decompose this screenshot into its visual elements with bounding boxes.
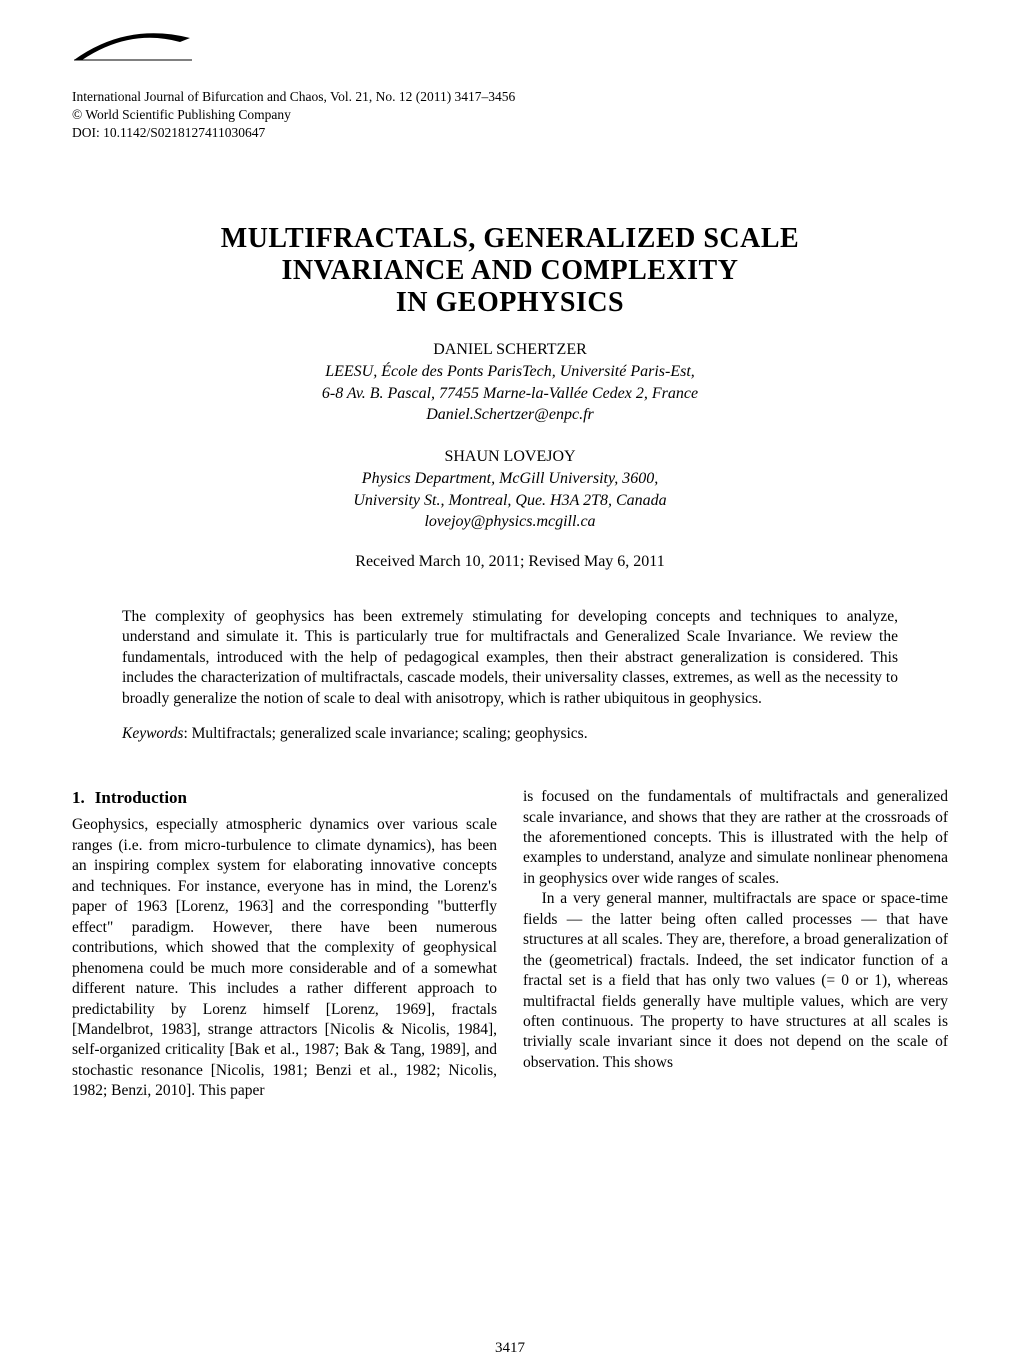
title-line-3: IN GEOPHYSICS xyxy=(396,287,624,318)
keywords-line: Keywords: Multifractals; generalized sca… xyxy=(122,725,898,743)
copyright-line: © World Scientific Publishing Company xyxy=(72,106,948,124)
section-heading: 1. Introduction xyxy=(72,787,497,809)
author-email-1: Daniel.Schertzer@enpc.fr xyxy=(72,404,948,426)
body-paragraph: Geophysics, especially atmospheric dynam… xyxy=(72,815,497,1101)
author-affil-2a: Physics Department, McGill University, 3… xyxy=(72,468,948,490)
author-block-1: DANIEL SCHERTZER LEESU, École des Ponts … xyxy=(72,341,948,426)
paper-title: MULTIFRACTALS, GENERALIZED SCALE INVARIA… xyxy=(72,223,948,320)
body-paragraph: is focused on the fundamentals of multif… xyxy=(523,787,948,889)
author-name-2: SHAUN LOVEJOY xyxy=(72,448,948,466)
left-column: 1. Introduction Geophysics, especially at… xyxy=(72,787,497,1102)
abstract-text: The complexity of geophysics has been ex… xyxy=(122,607,898,709)
journal-citation: International Journal of Bifurcation and… xyxy=(72,88,948,106)
body-paragraph: In a very general manner, multifractals … xyxy=(523,889,948,1073)
author-name-1: DANIEL SCHERTZER xyxy=(72,341,948,359)
page-number: 3417 xyxy=(495,1340,525,1357)
title-line-1: MULTIFRACTALS, GENERALIZED SCALE xyxy=(221,223,799,254)
author-email-2: lovejoy@physics.mcgill.ca xyxy=(72,511,948,533)
author-affil-1b: 6-8 Av. B. Pascal, 77455 Marne-la-Vallée… xyxy=(72,383,948,405)
doi-line: DOI: 10.1142/S0218127411030647 xyxy=(72,124,948,142)
right-column: is focused on the fundamentals of multif… xyxy=(523,787,948,1102)
author-affil-1a: LEESU, École des Ponts ParisTech, Univer… xyxy=(72,361,948,383)
keywords-label: Keywords xyxy=(122,725,183,742)
publisher-logo-icon xyxy=(72,20,192,67)
body-columns: 1. Introduction Geophysics, especially at… xyxy=(72,787,948,1102)
keywords-text: : Multifractals; generalized scale invar… xyxy=(183,725,587,742)
section-title: Introduction xyxy=(95,788,187,807)
section-number: 1. xyxy=(72,788,85,807)
received-dates: Received March 10, 2011; Revised May 6, … xyxy=(72,553,948,571)
author-block-2: SHAUN LOVEJOY Physics Department, McGill… xyxy=(72,448,948,533)
author-affil-2b: University St., Montreal, Que. H3A 2T8, … xyxy=(72,490,948,512)
title-line-2: INVARIANCE AND COMPLEXITY xyxy=(282,255,739,286)
